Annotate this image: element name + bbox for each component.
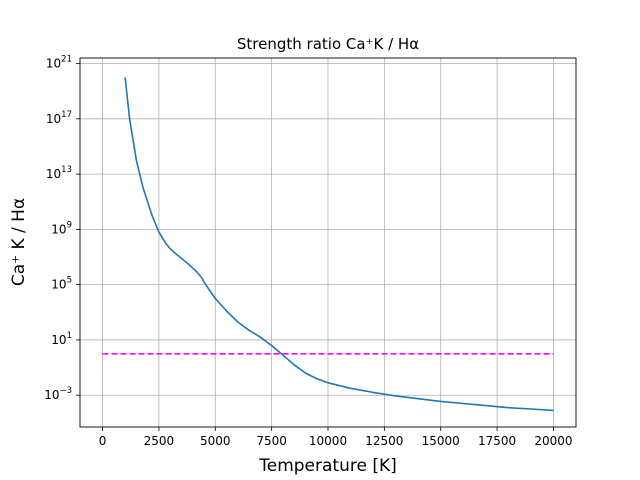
x-tick-label: 20000	[534, 434, 572, 448]
x-tick-label: 10000	[309, 434, 347, 448]
x-axis-ticks: 0 2500 5000 7500 10000 12500 15000 17500 20000	[99, 427, 573, 448]
y-tick-label: 1017	[46, 110, 72, 126]
x-tick-label: 7500	[256, 434, 287, 448]
x-tick-label: 5000	[200, 434, 231, 448]
y-tick-label: 109	[51, 220, 72, 236]
x-tick-label: 0	[99, 434, 107, 448]
chart-title: Strength ratio Ca⁺K / Hα	[237, 35, 419, 53]
y-tick-label: 1021	[46, 55, 72, 71]
x-tick-label: 12500	[365, 434, 403, 448]
x-tick-label: 17500	[478, 434, 516, 448]
ratio-curve	[124, 77, 554, 412]
series-layer	[102, 77, 554, 412]
x-tick-label: 2500	[144, 434, 175, 448]
y-axis-title: Ca⁺ K / Hα	[9, 198, 29, 286]
grid	[80, 58, 576, 427]
y-tick-label: 105	[51, 276, 72, 292]
y-tick-label: 1013	[46, 165, 72, 181]
y-tick-label: 10−3	[44, 386, 72, 402]
y-tick-label: 101	[51, 331, 72, 347]
x-axis-title: Temperature [K]	[258, 456, 397, 476]
x-tick-label: 15000	[422, 434, 460, 448]
y-axis-ticks: 10−3 101 105 109 1013 1017 1021	[44, 55, 80, 402]
